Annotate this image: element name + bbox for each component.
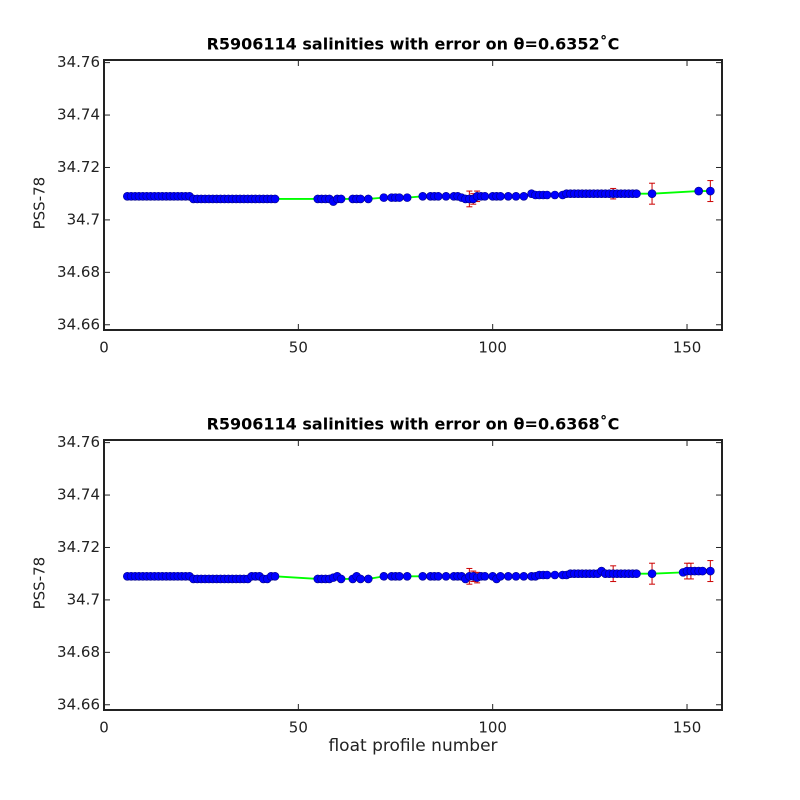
data-point — [379, 572, 389, 581]
axes-frame — [103, 59, 723, 331]
data-point — [270, 572, 280, 581]
x-tick-label: 0 — [99, 339, 109, 357]
x-axis-label: float profile number — [328, 736, 497, 756]
data-point — [364, 194, 373, 204]
data-point — [511, 572, 521, 581]
data-point — [395, 193, 404, 202]
data-point — [336, 574, 346, 584]
data-point — [433, 572, 443, 581]
data-point — [480, 192, 490, 201]
data-point — [632, 189, 641, 198]
data-point — [433, 192, 443, 201]
y-axis-label: PSS-78 — [31, 177, 49, 230]
data-point — [706, 566, 715, 576]
x-tick-label: 100 — [478, 339, 507, 357]
y-tick-label: 34.72 — [57, 538, 100, 556]
y-tick-label: 34.76 — [57, 433, 100, 451]
x-tick-label: 50 — [289, 339, 308, 357]
y-tick-label: 34.7 — [67, 590, 100, 608]
data-point — [550, 190, 560, 200]
data-point — [402, 572, 412, 581]
data-point — [519, 192, 529, 201]
data-point — [550, 570, 560, 580]
data-point — [402, 193, 412, 202]
data-point — [356, 574, 365, 584]
data-point — [418, 192, 428, 201]
y-tick-label: 34.72 — [57, 158, 100, 176]
data-point — [542, 190, 552, 200]
y-tick-label: 34.7 — [67, 210, 100, 228]
data-point — [511, 192, 521, 201]
data-point — [480, 572, 490, 581]
y-tick-label: 34.68 — [57, 643, 100, 661]
data-point — [706, 186, 715, 196]
x-tick-label: 150 — [673, 339, 702, 357]
y-tick-label: 34.74 — [57, 106, 100, 124]
data-point — [441, 192, 451, 201]
data-point — [503, 192, 513, 201]
data-point — [441, 572, 451, 581]
data-point — [418, 572, 428, 581]
y-axis-label: PSS-78 — [31, 557, 49, 610]
data-point — [270, 194, 280, 204]
data-point — [647, 189, 657, 198]
x-tick-label: 0 — [99, 719, 109, 737]
y-tick-label: 34.76 — [57, 53, 100, 71]
data-point — [336, 194, 346, 204]
data-point — [379, 193, 389, 202]
data-point — [632, 569, 641, 578]
x-tick-label: 150 — [673, 719, 702, 737]
data-point — [496, 192, 505, 201]
data-point — [694, 186, 703, 196]
chart-title: R5906114 salinities with error on θ=0.63… — [207, 35, 620, 54]
data-point — [647, 569, 657, 578]
y-tick-label: 34.66 — [57, 315, 100, 333]
data-point — [503, 572, 513, 581]
data-point — [519, 572, 529, 581]
data-point — [356, 194, 365, 204]
axes-frame — [103, 439, 723, 711]
data-point — [364, 574, 373, 584]
y-tick-label: 34.68 — [57, 263, 100, 281]
chart-title: R5906114 salinities with error on θ=0.63… — [207, 415, 620, 434]
y-tick-label: 34.74 — [57, 486, 100, 504]
data-point — [698, 566, 707, 576]
x-tick-label: 50 — [289, 719, 308, 737]
data-point — [395, 572, 404, 581]
data-point — [496, 572, 505, 581]
y-tick-label: 34.66 — [57, 695, 100, 713]
x-tick-label: 100 — [478, 719, 507, 737]
data-point — [542, 570, 552, 580]
